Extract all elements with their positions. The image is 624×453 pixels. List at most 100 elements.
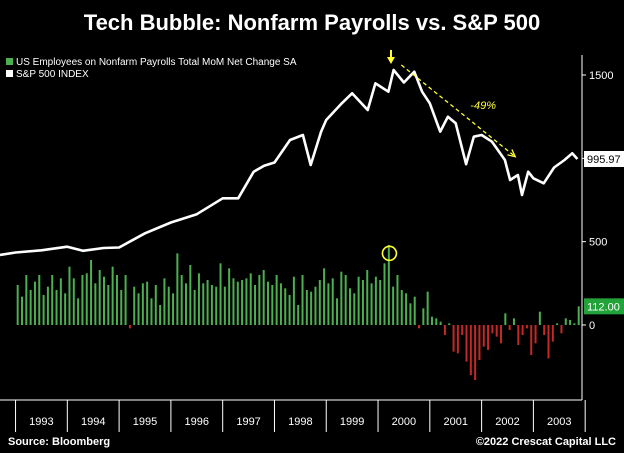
payroll-bar xyxy=(504,313,507,325)
x-tick-label: 1999 xyxy=(340,416,364,428)
payroll-bar xyxy=(77,298,80,325)
payroll-last-value: 112.00 xyxy=(587,301,620,313)
x-tick-label: 1994 xyxy=(81,416,105,428)
payroll-bar xyxy=(159,305,162,325)
payroll-bar xyxy=(297,305,300,325)
payroll-bar xyxy=(344,275,347,325)
legend: US Employees on Nonfarm Payrolls Total M… xyxy=(6,57,297,80)
payroll-bar xyxy=(534,325,537,344)
payroll-bar xyxy=(16,285,19,325)
payroll-bar xyxy=(569,320,572,325)
payroll-bar xyxy=(72,278,75,325)
payroll-bar xyxy=(439,321,442,325)
sp500-line xyxy=(0,68,579,257)
payroll-bar xyxy=(564,318,567,325)
footer: Source: Bloomberg ©2022 Crescat Capital … xyxy=(0,432,624,453)
payroll-bar xyxy=(206,280,209,325)
payroll-bar xyxy=(141,283,144,325)
legend-label: US Employees on Nonfarm Payrolls Total M… xyxy=(16,57,297,68)
payroll-bar xyxy=(180,275,183,325)
payroll-bar xyxy=(310,291,313,325)
payroll-bar xyxy=(301,275,304,325)
payroll-bar xyxy=(94,283,97,325)
payroll-bar xyxy=(348,288,351,325)
payroll-bar xyxy=(314,286,317,325)
payroll-bar xyxy=(64,293,67,325)
payroll-bar xyxy=(392,286,395,325)
payroll-peak-circle xyxy=(381,245,398,262)
x-tick-label: 2002 xyxy=(495,416,519,428)
decline-arrow-head xyxy=(507,149,517,158)
payroll-bar xyxy=(154,285,157,325)
payroll-bar xyxy=(418,325,421,329)
payroll-bar xyxy=(573,323,576,325)
y-tick-label: 0 xyxy=(589,320,595,332)
payroll-bar xyxy=(396,275,399,325)
payroll-last-value-box xyxy=(584,298,624,315)
payroll-bar xyxy=(55,290,58,325)
payroll-bar xyxy=(400,290,403,325)
payroll-bar xyxy=(409,303,412,325)
payroll-bar xyxy=(387,245,390,325)
payroll-bar xyxy=(163,278,166,325)
payroll-bar xyxy=(452,325,455,352)
payroll-bar xyxy=(232,278,235,325)
sp500-last-value: 995.97 xyxy=(587,154,621,166)
payroll-bar xyxy=(577,306,580,325)
payroll-bar xyxy=(556,323,559,325)
payroll-bar xyxy=(413,296,416,325)
payroll-bar xyxy=(189,265,192,325)
payroll-bar xyxy=(491,325,494,334)
payroll-bar xyxy=(443,325,446,335)
payroll-bar xyxy=(150,298,153,325)
payroll-bar xyxy=(21,296,24,325)
chart: US Employees on Nonfarm Payrolls Total M… xyxy=(0,50,624,432)
payroll-bar xyxy=(81,275,84,325)
payroll-bar xyxy=(275,275,278,325)
payroll-bar xyxy=(51,275,54,325)
page-title: Tech Bubble: Nonfarm Payrolls vs. S&P 50… xyxy=(0,0,624,50)
legend-swatch xyxy=(6,58,13,65)
x-tick-label: 2001 xyxy=(443,416,467,428)
payroll-bar xyxy=(500,325,503,344)
payroll-bar xyxy=(202,283,205,325)
payroll-bar xyxy=(266,281,269,325)
payroll-bar xyxy=(331,278,334,325)
payroll-bar xyxy=(517,325,520,345)
axes: 1500100050001993199419951996199719981999… xyxy=(0,55,624,432)
payroll-bar xyxy=(254,285,257,325)
payroll-bar xyxy=(279,283,282,325)
decline-arrow-line xyxy=(400,64,516,158)
payroll-bar xyxy=(120,290,123,325)
payroll-bar xyxy=(115,275,118,325)
annotations: -49% xyxy=(381,50,517,262)
payroll-bar xyxy=(560,325,563,334)
payroll-bar xyxy=(512,318,515,325)
payroll-bar xyxy=(249,273,252,325)
decline-label: -49% xyxy=(470,100,496,112)
payroll-bar xyxy=(85,273,88,325)
payroll-bar xyxy=(361,280,364,325)
payroll-bar xyxy=(284,288,287,325)
payroll-bar xyxy=(543,325,546,335)
payroll-bar xyxy=(405,293,408,325)
payroll-bar xyxy=(42,295,45,325)
payroll-bar xyxy=(353,293,356,325)
payroll-bar xyxy=(185,283,187,325)
payroll-bar xyxy=(318,280,321,325)
payroll-bar xyxy=(107,285,110,325)
payroll-bar xyxy=(137,293,140,325)
sp500-last-value-box xyxy=(584,151,624,167)
payroll-bar xyxy=(124,275,127,325)
x-tick-label: 2000 xyxy=(392,416,416,428)
payroll-bar xyxy=(374,276,377,325)
payroll-bar xyxy=(90,260,93,325)
payroll-bar xyxy=(435,318,438,325)
payroll-bar xyxy=(383,263,386,325)
payroll-bar xyxy=(258,275,261,325)
payroll-bar xyxy=(288,295,291,325)
payroll-bar xyxy=(370,283,373,325)
payroll-bar xyxy=(379,280,382,325)
payroll-bar xyxy=(241,280,244,325)
payroll-bar xyxy=(426,291,429,325)
